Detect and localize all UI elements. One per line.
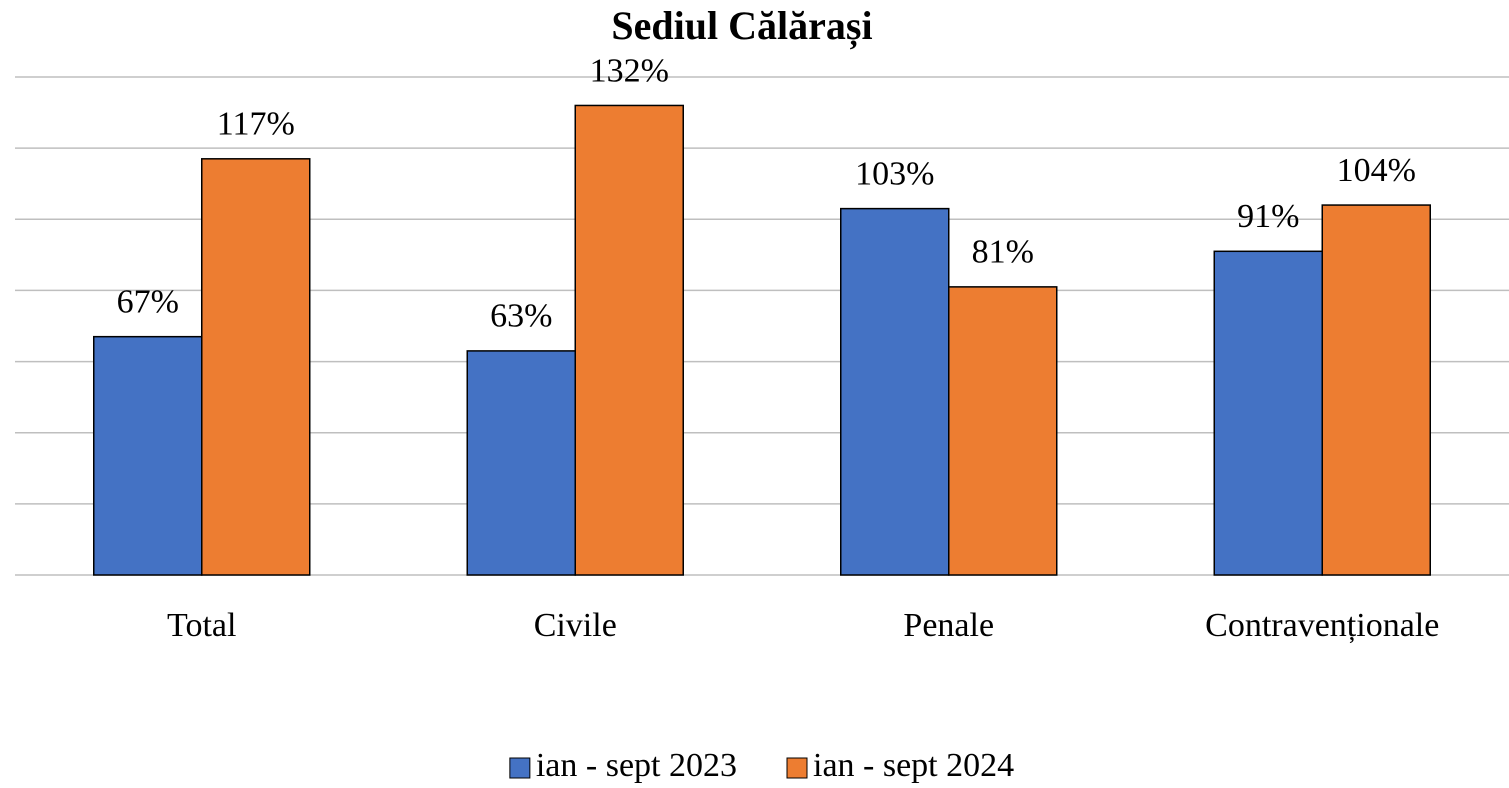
bar [93,335,203,576]
x-tick-label: Penale [903,607,994,644]
data-label: 104% [1337,152,1416,189]
x-tick-label: Contravenționale [1205,607,1439,644]
data-label: 117% [217,106,295,143]
bar [201,158,311,576]
bar [948,286,1058,576]
x-tick-label: Total [167,607,236,644]
legend-swatch [786,757,808,779]
bar [840,207,950,576]
data-label: 103% [855,155,934,192]
legend-label: ian - sept 2024 [813,747,1014,784]
chart-title: Sediul Călărași [611,3,872,49]
data-label: 63% [490,298,552,335]
bar [466,350,576,576]
legend-label: ian - sept 2023 [536,747,737,784]
bar [574,104,684,576]
legend-swatch [509,757,531,779]
data-label: 67% [117,283,179,320]
data-label: 132% [590,52,669,89]
bar [1321,204,1431,576]
x-tick-label: Civile [534,607,617,644]
data-label: 91% [1237,198,1299,235]
bar [1213,250,1323,576]
data-label: 81% [972,234,1034,271]
